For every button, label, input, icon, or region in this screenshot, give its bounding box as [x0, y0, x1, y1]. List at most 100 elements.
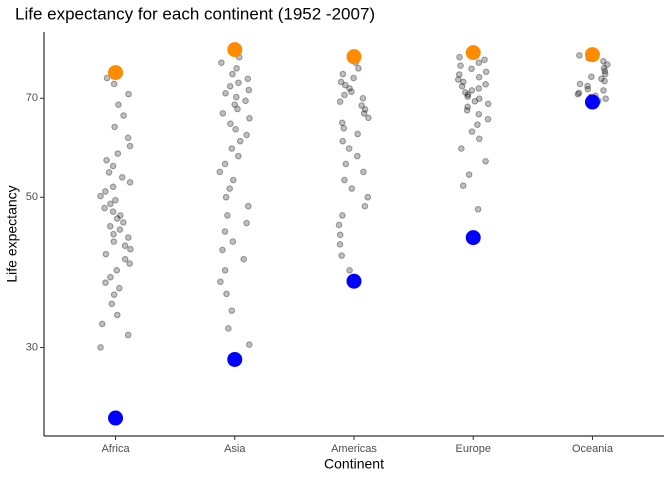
point [109, 183, 117, 191]
point [232, 125, 239, 133]
point [355, 65, 362, 72]
point [111, 123, 118, 131]
x-tick-label: Africa [101, 443, 130, 455]
point [346, 267, 353, 274]
point [110, 291, 118, 298]
point [245, 341, 253, 348]
point [107, 200, 114, 208]
point [244, 75, 252, 83]
point [236, 137, 244, 145]
point [224, 212, 231, 219]
point [584, 82, 591, 90]
point [102, 250, 110, 258]
point [361, 106, 369, 113]
point [454, 76, 462, 83]
point [245, 202, 252, 210]
point [116, 226, 124, 233]
point [117, 212, 124, 219]
point [229, 238, 237, 245]
point [240, 255, 247, 263]
point [459, 78, 467, 86]
point [229, 176, 237, 184]
point [218, 59, 225, 67]
point [459, 182, 467, 190]
extreme-point [584, 47, 600, 63]
y-axis-label: Life expectancy [4, 185, 20, 282]
point [475, 135, 483, 143]
point [219, 110, 227, 117]
point [359, 94, 367, 102]
point [484, 115, 492, 123]
point [234, 105, 241, 113]
point [340, 125, 348, 132]
point [113, 267, 121, 274]
point [475, 85, 483, 92]
point [216, 168, 224, 176]
point [361, 202, 369, 210]
point [458, 83, 466, 90]
point [336, 98, 344, 105]
point [227, 120, 234, 128]
point [348, 88, 355, 95]
point [221, 267, 229, 274]
point [243, 219, 250, 227]
point [348, 185, 356, 192]
extreme-point [346, 49, 362, 65]
point [360, 168, 367, 176]
point [102, 188, 109, 195]
point [339, 212, 346, 219]
point [468, 128, 476, 135]
y-tick-label: 30 [26, 341, 38, 353]
point [358, 102, 365, 109]
point [125, 234, 132, 241]
point [338, 252, 345, 259]
point [124, 331, 132, 339]
point [598, 75, 605, 83]
point [114, 150, 122, 157]
point [465, 171, 473, 178]
point [601, 77, 608, 85]
point [475, 95, 483, 103]
point [116, 284, 123, 292]
point [463, 106, 471, 114]
x-tick-label: Europe [455, 443, 490, 455]
point [113, 215, 121, 222]
point [108, 300, 116, 308]
point [228, 145, 236, 152]
x-tick-label: Americas [331, 443, 377, 455]
point [233, 65, 240, 72]
x-tick-label: Asia [224, 443, 246, 455]
point [600, 87, 607, 94]
point [231, 101, 239, 108]
point [364, 193, 372, 201]
point [229, 70, 236, 78]
point [603, 61, 611, 68]
point [221, 228, 229, 235]
point [246, 114, 253, 122]
point [242, 97, 249, 105]
extreme-point [465, 230, 481, 246]
extreme-point [465, 45, 481, 61]
point [482, 81, 489, 88]
point [455, 71, 463, 78]
point [112, 196, 119, 204]
point [456, 53, 463, 61]
point [126, 142, 134, 150]
point [228, 307, 236, 314]
point [219, 246, 226, 254]
point [243, 131, 250, 139]
point [233, 93, 240, 101]
point [103, 74, 111, 82]
point [223, 290, 230, 298]
point [110, 238, 118, 245]
point [110, 80, 118, 88]
point [338, 119, 346, 127]
point [98, 320, 106, 328]
point [121, 255, 129, 263]
point [462, 89, 469, 96]
point [336, 241, 344, 248]
point [345, 145, 353, 152]
point [475, 110, 483, 118]
point [126, 179, 134, 186]
